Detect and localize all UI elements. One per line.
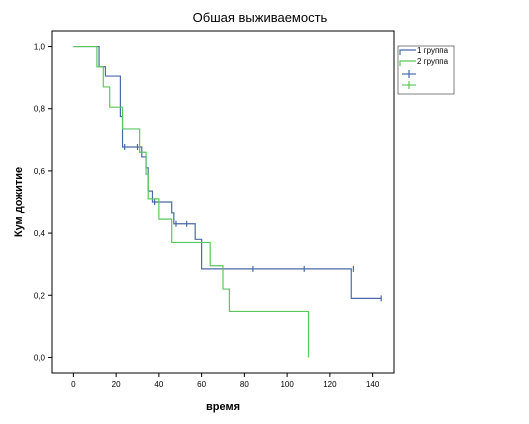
y-tick-label: 0,0	[34, 353, 46, 362]
chart-title: Обшая выживаемость	[193, 10, 328, 25]
x-tick-label: 100	[280, 380, 294, 389]
legend-swatch-group-1	[399, 49, 416, 55]
y-tick-label: 0,4	[34, 229, 46, 238]
x-tick-label: 60	[197, 380, 206, 389]
legend: 1 группа 2 группа	[397, 45, 455, 95]
legend-box	[397, 45, 455, 95]
plot-area	[51, 30, 395, 374]
x-tick-label: 140	[366, 380, 380, 389]
x-tick-label: 80	[240, 380, 249, 389]
y-tick-label: 0,8	[34, 105, 46, 114]
x-tick-label: 40	[154, 380, 163, 389]
x-axis-label: время	[206, 401, 240, 413]
legend-label-group-2: 2 группа	[417, 57, 449, 66]
y-tick-label: 0,6	[34, 167, 46, 176]
series-layer	[73, 45, 382, 358]
legend-label-group-1: 1 группа	[417, 46, 449, 55]
y-tick-label: 0,2	[34, 291, 46, 300]
x-tick-label: 20	[112, 380, 121, 389]
x-tick-label: 0	[71, 380, 76, 389]
legend-swatch-group-2	[399, 60, 416, 66]
y-axis-label: Кум дожитие	[13, 167, 25, 237]
survival-curve-group-2	[73, 45, 310, 358]
y-axis: 0,0 0,2 0,4 0,6 0,8 1,0	[34, 43, 52, 362]
x-tick-label: 120	[323, 380, 337, 389]
x-axis: 0 20 40 60 80 100 120 140	[71, 373, 380, 389]
y-tick-label: 1,0	[34, 43, 46, 52]
